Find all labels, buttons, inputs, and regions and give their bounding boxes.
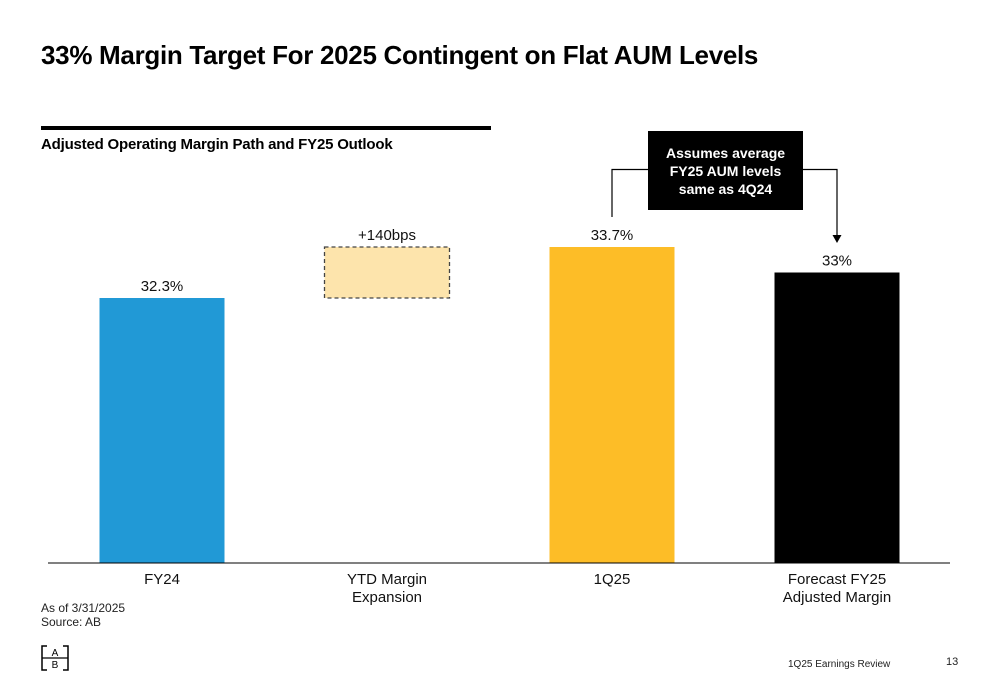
- footnote-date: As of 3/31/2025: [41, 601, 126, 615]
- logo-letter-b: B: [52, 660, 59, 671]
- page-title: 33% Margin Target For 2025 Contingent on…: [41, 40, 759, 70]
- annotation-connector-right: [803, 168, 838, 236]
- annotation-text: FY25 AUM levels: [670, 163, 782, 179]
- footnote-source: Source: AB: [41, 615, 102, 629]
- data-label: 33%: [822, 253, 852, 270]
- annotation-arrowhead: [832, 235, 842, 243]
- logo-letter-a: A: [52, 648, 59, 659]
- annotation-connector-left: [611, 168, 648, 217]
- annotation-text: Assumes average: [666, 145, 785, 161]
- x-tick-label: FY24: [144, 571, 180, 588]
- bar-forecast-fy25-adjusted-margin: [774, 272, 900, 563]
- bars-layer: [99, 246, 900, 563]
- x-tick-label: Forecast FY25 Adjusted Margin: [783, 571, 891, 606]
- data-label: 32.3%: [141, 278, 184, 295]
- bar-fy24: [99, 298, 225, 563]
- labels-layer: 32.3% +140bps 33.7% 33% FY24 YTD Margin Expans…: [141, 227, 891, 606]
- ab-logo: A B: [41, 645, 69, 671]
- chart-subtitle: Adjusted Operating Margin Path and FY25 …: [41, 136, 393, 153]
- footer-label: 1Q25 Earnings Review: [788, 659, 891, 670]
- x-tick-label: 1Q25: [594, 571, 631, 588]
- annotation-layer: Assumes average FY25 AUM levels same as 4Q…: [611, 131, 842, 243]
- annotation-text: same as 4Q24: [679, 181, 773, 197]
- annotation-box: [648, 131, 803, 210]
- data-label: +140bps: [358, 227, 416, 244]
- section-rule: [41, 126, 491, 130]
- page-number: 13: [946, 656, 959, 668]
- bar-1q25: [549, 247, 675, 563]
- bar-ytd-margin-expansion: [323, 246, 451, 299]
- x-tick-label: YTD Margin Expansion: [347, 571, 427, 606]
- data-label: 33.7%: [591, 227, 634, 244]
